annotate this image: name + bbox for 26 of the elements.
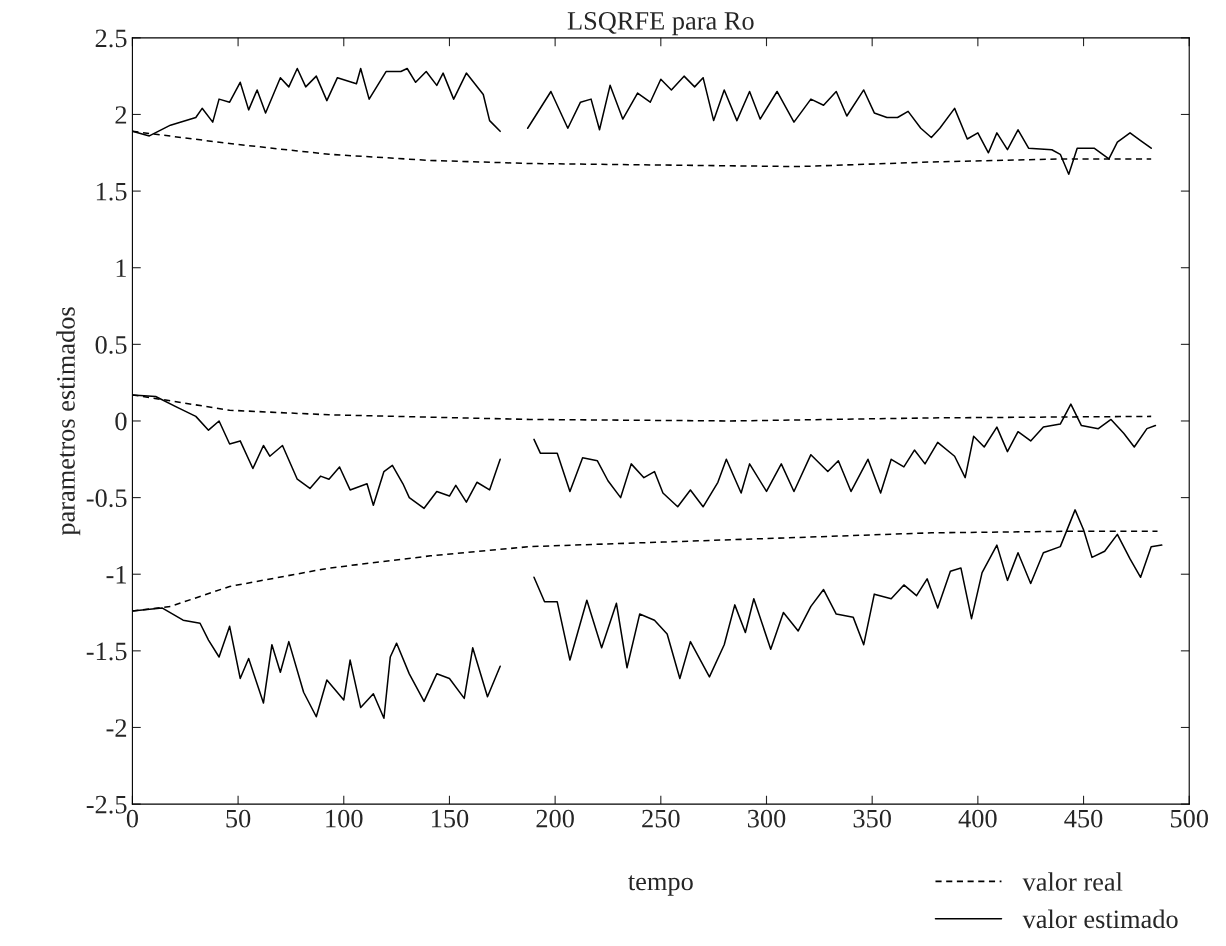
- y-tick-label: -1: [106, 565, 126, 584]
- x-tick-label: 100: [326, 809, 363, 828]
- x-tick-label: 250: [642, 809, 680, 828]
- x-tick-label: 350: [853, 809, 891, 828]
- x-axis-title: tempo: [628, 875, 693, 896]
- y-tick-label: -2.5: [86, 795, 127, 814]
- x-tick-label: 200: [536, 809, 574, 828]
- y-tick-label: 1: [116, 259, 126, 277]
- y-tick-label: 0: [115, 412, 127, 431]
- chart-title: LSQRFE para Ro: [567, 12, 754, 36]
- x-tick-label: 300: [747, 809, 786, 828]
- x-tick-label: 50: [226, 809, 251, 828]
- y-tick-label: -0.5: [86, 489, 127, 508]
- x-tick-label: 150: [431, 809, 469, 828]
- y-tick-label: 1.5: [96, 182, 127, 201]
- y-tick-label: -2: [106, 719, 127, 737]
- x-tick-label: 450: [1064, 809, 1103, 828]
- y-axis-title: parametros estimados: [56, 307, 81, 536]
- x-tick-label: 400: [958, 809, 997, 828]
- y-tick-label: 2: [115, 106, 127, 124]
- y-tick-label: 2.5: [95, 29, 127, 48]
- legend-label: valor real: [1022, 872, 1123, 891]
- legend-label: valor estimado: [1022, 909, 1178, 929]
- y-tick-label: 0.5: [95, 335, 127, 354]
- y-tick-label: -1.5: [86, 642, 127, 661]
- x-tick-label: 500: [1170, 809, 1209, 828]
